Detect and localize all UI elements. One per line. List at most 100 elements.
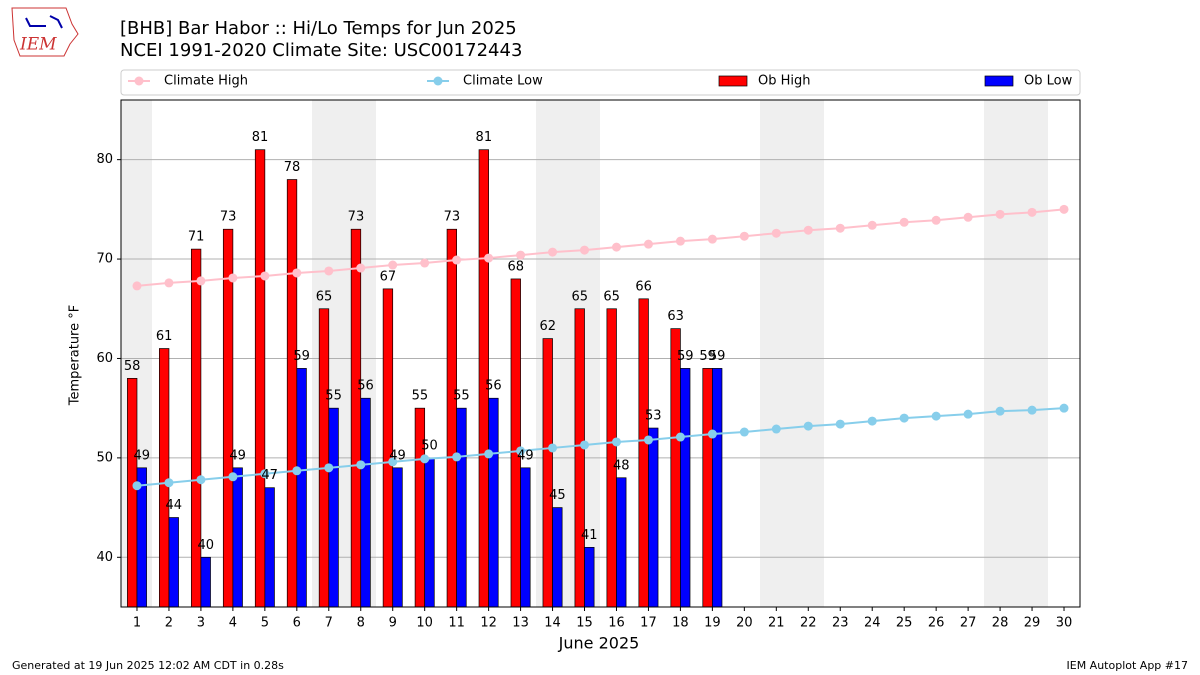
data-label: 53 — [645, 409, 662, 424]
shade — [984, 100, 1048, 607]
bar — [350, 228, 362, 608]
data-label: 50 — [421, 438, 438, 453]
x-tick-label: 15 — [576, 616, 593, 631]
bar — [254, 149, 266, 608]
line-point — [324, 463, 334, 473]
data-label: 56 — [357, 379, 374, 394]
bar — [638, 298, 649, 608]
x-tick-label: 1 — [133, 616, 141, 631]
data-label: 59 — [709, 349, 726, 364]
line-point — [548, 247, 558, 257]
x-tick-label: 13 — [512, 616, 529, 631]
x-tick-label: 20 — [736, 616, 753, 631]
bar — [232, 467, 243, 608]
line-point — [196, 475, 206, 485]
line-point — [292, 466, 302, 476]
x-tick-label: 26 — [928, 616, 945, 631]
footer-left: Generated at 19 Jun 2025 12:02 AM CDT in… — [12, 659, 284, 672]
line-point — [1027, 405, 1037, 415]
data-label: 55 — [453, 389, 470, 404]
line-point — [1027, 207, 1037, 217]
x-tick-label: 16 — [608, 616, 625, 631]
data-label: 73 — [348, 210, 365, 225]
x-tick-label: 25 — [896, 616, 913, 631]
bar — [574, 308, 585, 608]
x-tick-label: 19 — [704, 616, 721, 631]
line-point — [867, 220, 877, 230]
x-tick-label: 23 — [832, 616, 849, 631]
chart-title: [BHB] Bar Habor :: Hi/Lo Temps for Jun 2… — [120, 18, 517, 39]
bar — [328, 407, 339, 608]
line-point — [931, 411, 941, 421]
x-tick-label: 6 — [293, 616, 301, 631]
line-point — [643, 435, 653, 445]
data-label: 65 — [316, 289, 333, 304]
data-label: 71 — [188, 230, 205, 245]
x-tick-label: 2 — [165, 616, 173, 631]
line-point — [867, 416, 877, 426]
line-point — [995, 406, 1005, 416]
data-label: 59 — [699, 349, 716, 364]
legend-swatch — [718, 75, 748, 87]
bar — [542, 338, 553, 608]
data-label: 65 — [603, 289, 620, 304]
bar — [712, 368, 723, 608]
x-tick-label: 7 — [325, 616, 333, 631]
bar — [318, 308, 330, 608]
data-label: 55 — [325, 389, 342, 404]
bar — [296, 368, 307, 608]
bar — [446, 228, 457, 608]
line-point — [260, 271, 270, 281]
data-label: 44 — [165, 498, 182, 513]
line-point — [388, 260, 398, 270]
line-point — [292, 268, 302, 278]
line-point — [132, 481, 142, 491]
data-label: 48 — [613, 458, 630, 473]
logo-icon — [25, 15, 63, 29]
x-tick-label: 12 — [480, 616, 497, 631]
data-label: 40 — [197, 538, 214, 553]
data-label: 41 — [581, 528, 598, 543]
bar — [670, 328, 681, 608]
y-tick-label: 40 — [96, 550, 113, 565]
data-label: 49 — [229, 448, 246, 463]
x-tick-label: 17 — [640, 616, 657, 631]
x-tick-label: 27 — [960, 616, 977, 631]
data-label: 59 — [677, 349, 694, 364]
line-point — [452, 452, 462, 462]
line-point — [580, 440, 590, 450]
line-point — [771, 228, 781, 238]
line-point — [1059, 403, 1069, 413]
data-label: 68 — [508, 259, 525, 274]
logo-outline — [11, 7, 79, 57]
line-point — [803, 225, 813, 235]
y-tick-label: 70 — [96, 252, 113, 267]
x-tick-label: 14 — [544, 616, 561, 631]
line-point — [196, 276, 206, 286]
line — [136, 208, 1065, 287]
data-label: 49 — [517, 448, 534, 463]
legend-label: Climate Low — [463, 74, 543, 89]
x-tick-label: 8 — [357, 616, 365, 631]
line-point — [963, 212, 973, 222]
legend-marker — [433, 76, 443, 86]
legend-box — [120, 69, 1081, 96]
bar — [648, 427, 659, 608]
line-point — [899, 217, 909, 227]
line-point — [164, 278, 174, 288]
bar — [520, 467, 531, 608]
line-point — [707, 429, 717, 439]
line-point — [548, 443, 558, 453]
line-point — [771, 424, 781, 434]
data-label: 49 — [389, 448, 406, 463]
line-point — [516, 250, 526, 260]
bar — [456, 407, 467, 608]
x-tick-label: 11 — [448, 616, 465, 631]
bar — [616, 477, 627, 608]
x-tick-label: 21 — [768, 616, 785, 631]
line-point — [675, 236, 685, 246]
line-point — [899, 413, 909, 423]
x-tick-label: 30 — [1056, 616, 1073, 631]
footer-right: IEM Autoplot App #17 — [1067, 659, 1189, 672]
